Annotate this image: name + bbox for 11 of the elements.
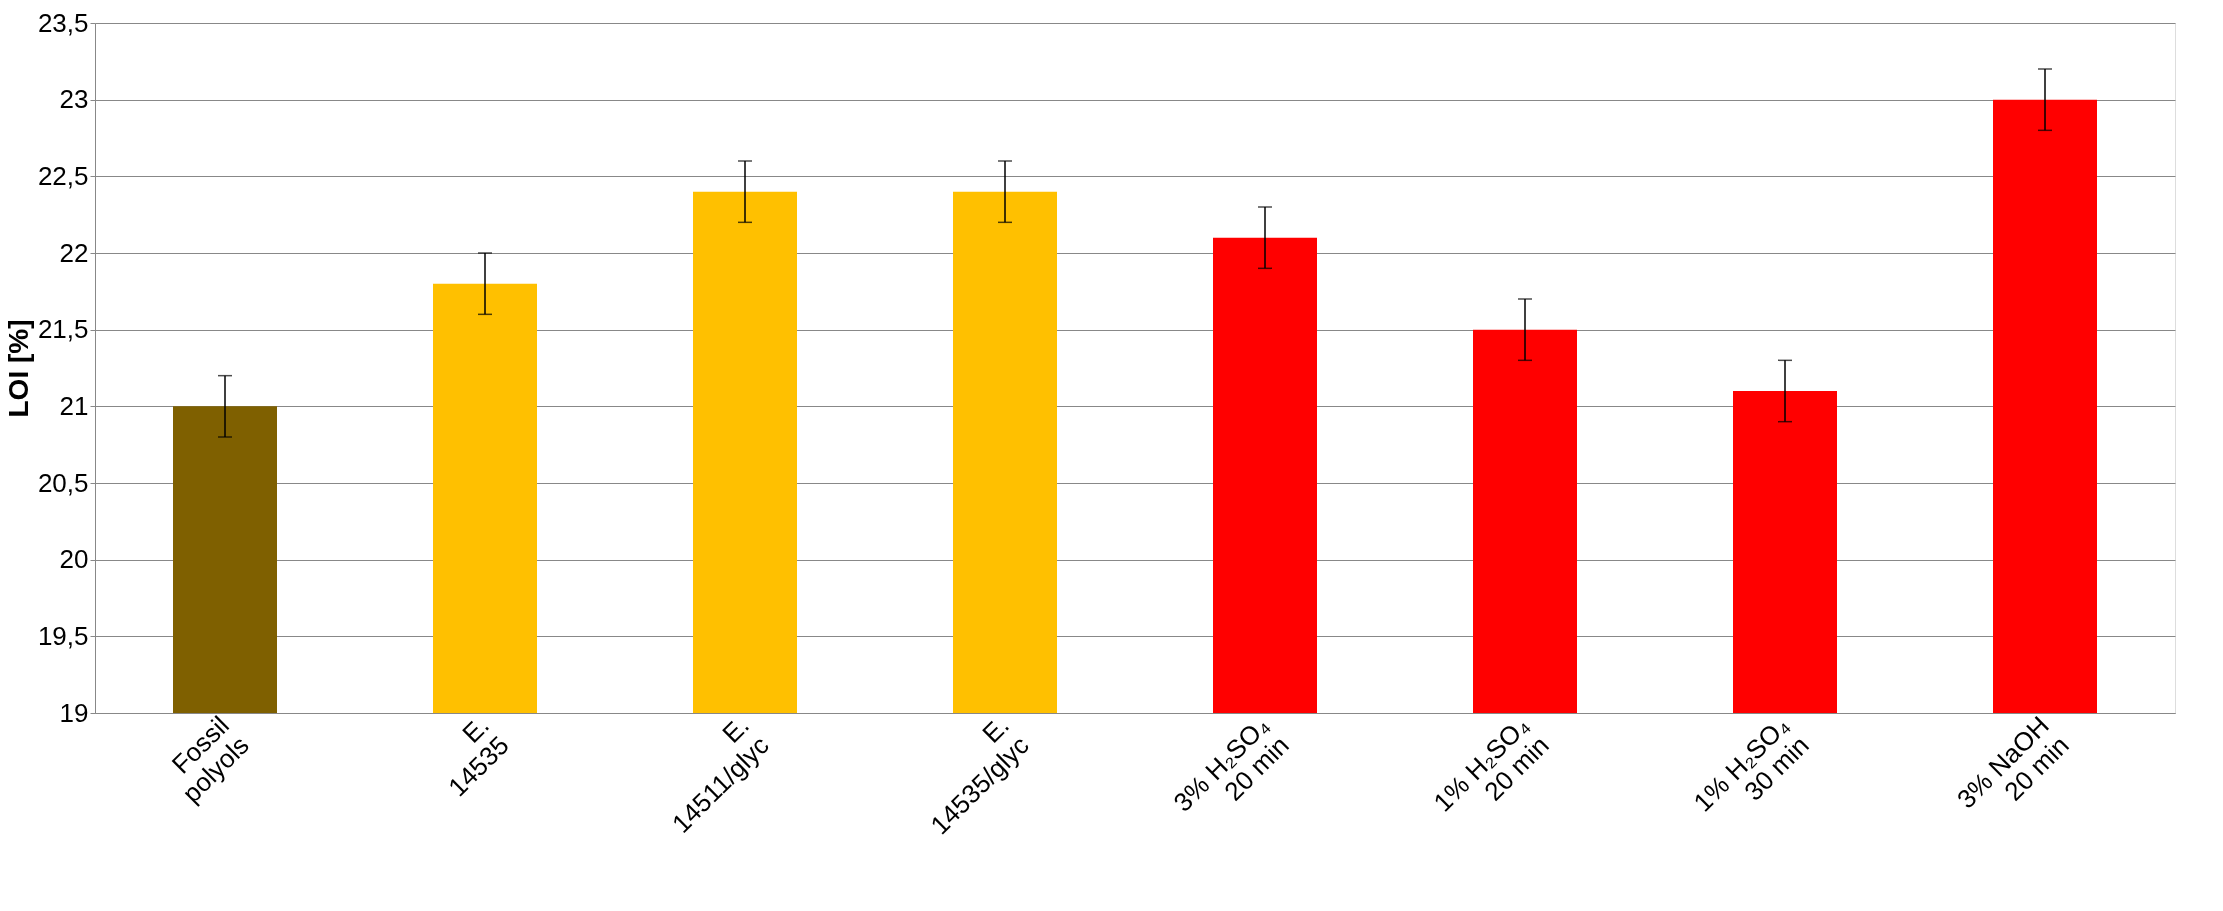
y-tick-label: 21	[59, 390, 89, 421]
y-tick-label: 23	[59, 84, 89, 115]
y-tick-label: 23,5	[37, 7, 89, 38]
y-tick-label: 21,5	[37, 314, 89, 345]
y-tick-label: 19	[59, 697, 89, 728]
y-tick-label: 20	[59, 544, 89, 575]
y-tick-label: 19,5	[37, 620, 89, 651]
y-axis-title: LOI [%]	[2, 319, 34, 418]
y-tick-label: 22,5	[37, 160, 89, 191]
y-tick-label: 22	[59, 237, 89, 268]
y-tick-label: 20,5	[37, 467, 89, 498]
